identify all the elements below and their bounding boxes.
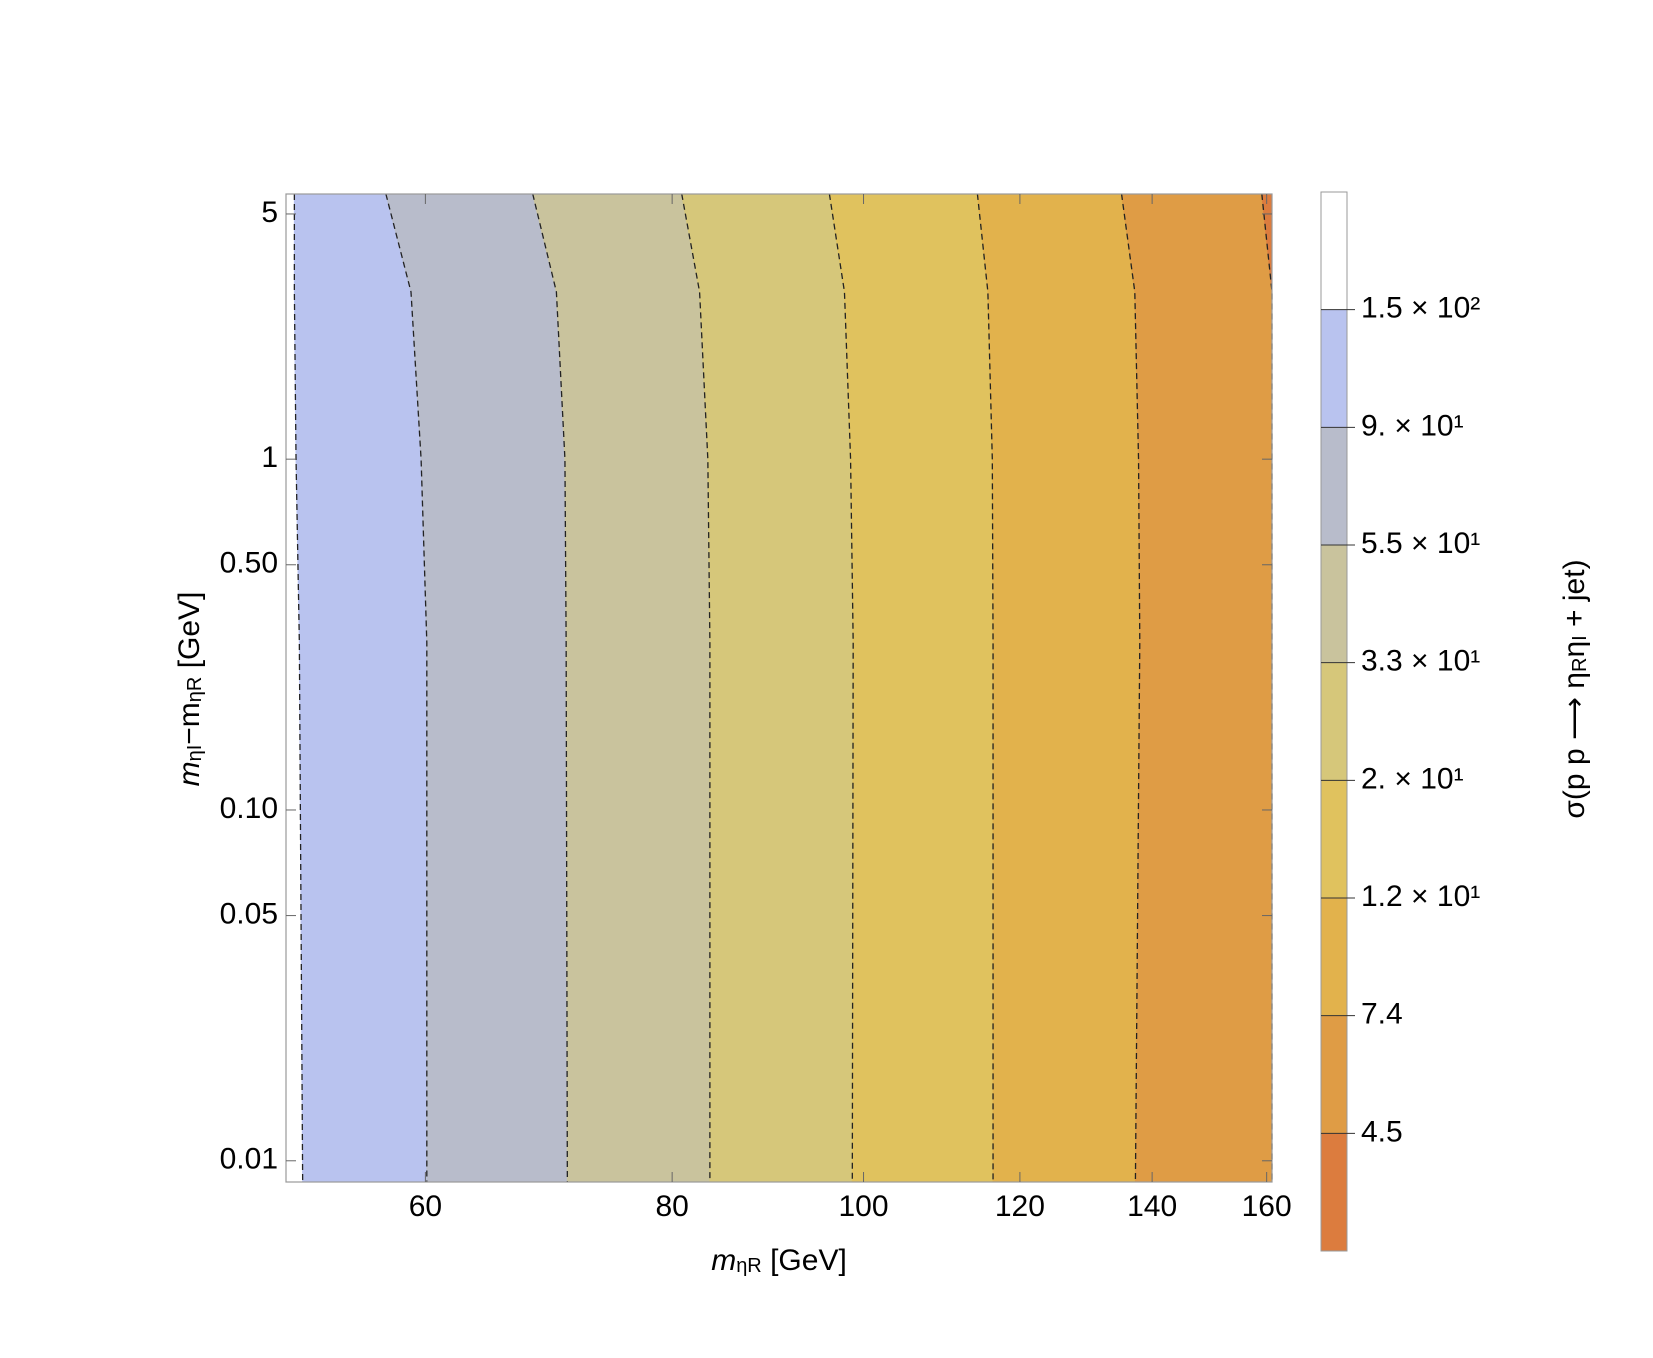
y-tick-label: 0.05	[220, 898, 278, 931]
label-part: σ(p p ⟶ η	[1558, 672, 1591, 819]
colorbar-band	[1321, 662, 1347, 781]
y-tick-label: 0.01	[220, 1143, 278, 1176]
colorbar-tick-label: 7.4	[1361, 998, 1403, 1031]
contour-line	[385, 193, 428, 1182]
x-tick-label: 140	[1127, 1190, 1177, 1223]
y-tick-label: 0.10	[220, 792, 278, 825]
x-tick-label: 160	[1242, 1190, 1292, 1223]
contour-line	[828, 193, 854, 1183]
label-subscript: I	[1569, 635, 1591, 641]
contour-line	[976, 193, 994, 1182]
contour-region	[1120, 193, 1273, 1183]
colorbar-band	[1321, 1015, 1347, 1134]
y-tick-label: 1	[261, 441, 278, 474]
contour-line	[681, 193, 711, 1182]
axis-label: mηR [GeV]	[711, 1244, 847, 1277]
colorbar-frame	[1320, 191, 1348, 1252]
colorbar-band	[1321, 192, 1347, 311]
label-part: η	[1558, 641, 1591, 658]
label-part: + jet)	[1558, 559, 1591, 635]
colorbar-band	[1321, 780, 1347, 899]
label-part: m	[173, 761, 206, 786]
label-part: [GeV]	[762, 1244, 847, 1277]
label-subscript: ηI	[184, 745, 206, 762]
colorbar-band	[1321, 1133, 1347, 1252]
label-subscript: ηR	[736, 1255, 762, 1277]
x-tick-label: 120	[995, 1190, 1045, 1223]
colorbar-tick-label: 9. × 10¹	[1361, 409, 1464, 442]
plot-frame	[285, 193, 1273, 1183]
label-part: −m	[173, 702, 206, 745]
axis-label: mηI−mηR [GeV]	[173, 592, 206, 787]
colorbar-tick-label: 3.3 × 10¹	[1361, 645, 1480, 678]
colorbar-tick-label: 1.5 × 10²	[1361, 292, 1480, 325]
colorbar-band	[1321, 427, 1347, 546]
label-subscript: ηR	[184, 677, 206, 703]
x-tick-label: 80	[655, 1190, 688, 1223]
label-part: m	[711, 1244, 736, 1277]
colorbar-tick-label: 2. × 10¹	[1361, 762, 1464, 795]
colorbar-band	[1321, 309, 1347, 428]
y-tick-label: 0.50	[220, 547, 278, 580]
colorbar-band	[1321, 545, 1347, 664]
colorbar-band	[1321, 898, 1347, 1017]
contour-region	[828, 193, 994, 1183]
y-tick-label: 5	[261, 196, 278, 229]
contour-line	[293, 194, 304, 1183]
x-tick-label: 100	[839, 1190, 889, 1223]
x-tick-label: 60	[409, 1190, 442, 1223]
contour-line	[532, 193, 569, 1183]
contour-line	[1120, 193, 1141, 1183]
label-part: [GeV]	[173, 592, 206, 677]
colorbar-tick-label: 4.5	[1361, 1115, 1403, 1148]
label-subscript: R	[1569, 658, 1591, 672]
colorbar-tick-label: 5.5 × 10¹	[1361, 527, 1480, 560]
contour-region	[976, 193, 1141, 1183]
contour-region	[293, 193, 428, 1183]
axis-label: σ(p p ⟶ ηRηI + jet)	[1558, 559, 1591, 818]
colorbar-tick-label: 1.2 × 10¹	[1361, 880, 1480, 913]
